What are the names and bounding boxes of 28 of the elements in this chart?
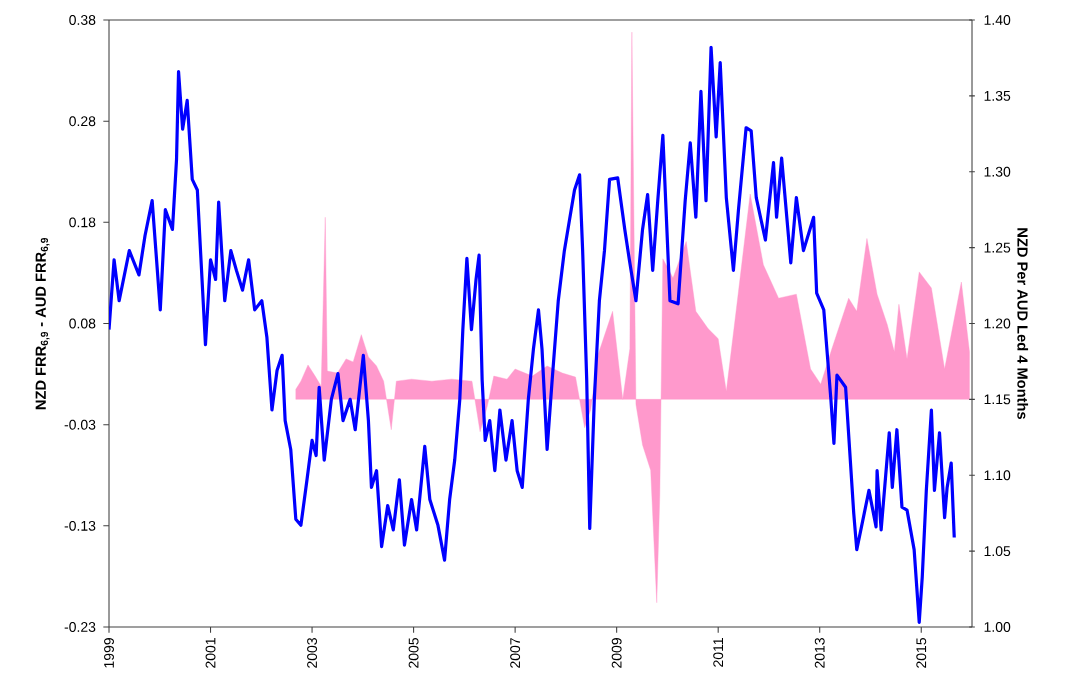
line-series: [109, 45, 956, 625]
x-tick-label: 2009: [611, 638, 622, 668]
y-tick-label: 0.08: [69, 318, 96, 329]
x-tick-label: 1999: [104, 638, 114, 668]
y2-tick-label: 1.25: [984, 242, 1011, 253]
x-tick-label: 2011: [713, 638, 724, 667]
x-tick-label: 2003: [307, 638, 318, 668]
y2-tick-label: 1.30: [984, 166, 1011, 177]
y2-tick-label: 1.10: [984, 470, 1011, 481]
y-tick-label: -0.03: [64, 419, 96, 430]
y-tick-label: 0.28: [69, 116, 96, 127]
x-tick-label: 2005: [408, 638, 419, 668]
y2-tick-label: 1.05: [984, 546, 1011, 557]
y-tick-label: 0.38: [69, 15, 96, 25]
y2-axis-title: NZD Per AUD Led 4 Months: [1017, 228, 1029, 420]
y2-tick-label: 1.15: [984, 394, 1011, 405]
y-tick-label: -0.13: [64, 520, 96, 531]
x-tick-label: 2013: [814, 638, 825, 668]
y2-tick-label: 1.35: [984, 90, 1011, 101]
y2-tick-label: 1.00: [984, 622, 1011, 632]
y-tick-label: 0.18: [69, 217, 96, 228]
x-tick-label: 2007: [510, 638, 521, 668]
y2-tick-label: 1.40: [984, 15, 1011, 25]
y-tick-label: -0.23: [64, 622, 96, 632]
x-tick-label: 2001: [205, 638, 216, 668]
y2-tick-label: 1.20: [984, 318, 1011, 329]
x-tick-label: 2015: [916, 638, 927, 668]
y-axis-title: NZD FRR$_{6,9}$ - AUD FRR$_{6,9}$: [35, 237, 50, 410]
